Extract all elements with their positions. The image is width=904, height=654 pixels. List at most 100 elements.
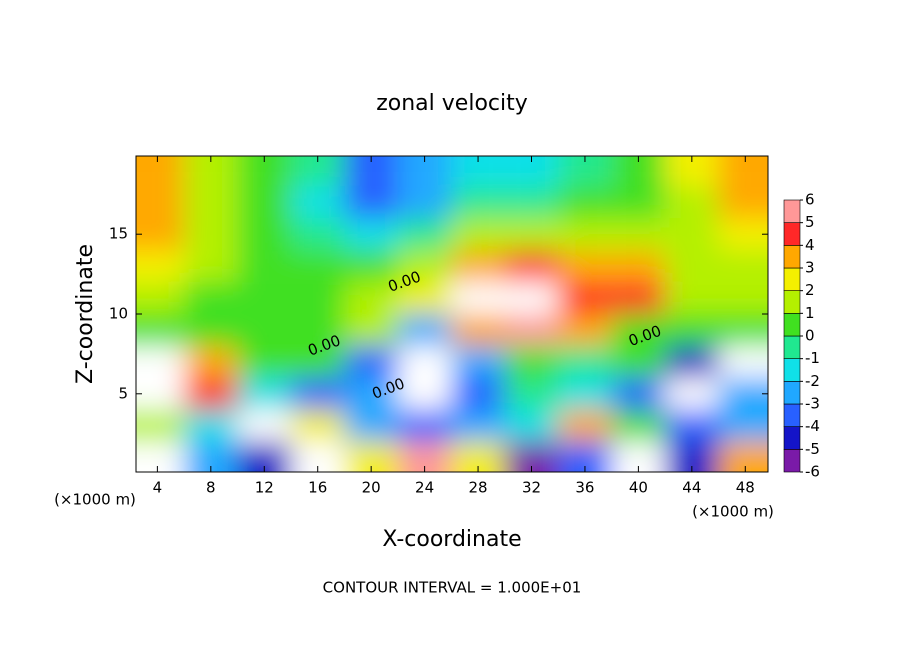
field-cell [611, 409, 666, 442]
field-cell [237, 282, 291, 314]
field-cell [136, 186, 185, 219]
x-tick-label: 4 [153, 479, 163, 497]
colorbar-label: -5 [805, 440, 820, 458]
field-cell [290, 345, 345, 378]
colorbar-bin [783, 290, 801, 314]
field-cell [718, 409, 768, 442]
field-cell [237, 345, 291, 378]
y-tick-label: 10 [109, 305, 128, 323]
field-cell [290, 377, 345, 410]
field-cell [136, 314, 185, 346]
colorbar-bin [783, 403, 801, 427]
field-cell [665, 250, 719, 283]
field-cell [344, 377, 398, 410]
field-cell [237, 156, 291, 187]
colorbar-label: -1 [805, 349, 820, 367]
y-axis-title: Z-coordinate [73, 244, 98, 384]
field-cell [136, 156, 185, 187]
field-cell [451, 250, 505, 283]
y-tick-label: 15 [109, 225, 128, 243]
field-cell [397, 218, 452, 251]
colorbar-label: 6 [805, 191, 815, 209]
field-cell [558, 282, 612, 314]
field-cell [397, 314, 452, 346]
field-cell [397, 250, 452, 283]
field-cell [718, 377, 768, 410]
x-tick-label: 28 [469, 479, 488, 497]
field-cell [397, 377, 452, 410]
colorbar-bin [783, 449, 801, 473]
field-cell [451, 345, 505, 378]
field-cell [184, 282, 238, 314]
field-cell [344, 282, 398, 314]
field-cell [184, 218, 238, 251]
footer: CONTOUR INTERVAL = 1.000E+01 [323, 579, 582, 597]
field-cell [237, 377, 291, 410]
field-cell [718, 345, 768, 378]
field-cell [451, 282, 505, 314]
field-cell [290, 156, 345, 187]
field-cell [451, 186, 505, 219]
field-cell [504, 409, 559, 442]
colorbar-bin [783, 222, 801, 246]
field-cell [290, 218, 345, 251]
field-cell [136, 218, 185, 251]
x-tick-label: 48 [736, 479, 755, 497]
field-cell [718, 314, 768, 346]
field-cell [184, 409, 238, 442]
field-cell [290, 282, 345, 314]
field-cell [718, 250, 768, 283]
field-cell [344, 186, 398, 219]
colorbar-bin [783, 426, 801, 450]
field-cell [451, 409, 505, 442]
field-cell [237, 250, 291, 283]
field-cell [451, 218, 505, 251]
field-cell [136, 409, 185, 442]
field-cell [184, 345, 238, 378]
field-cell [611, 314, 666, 346]
x-unit: (×1000 m) [54, 491, 136, 509]
colorbar-label: 2 [805, 281, 815, 299]
colorbar-label: 5 [805, 213, 815, 231]
field-cell [184, 314, 238, 346]
field-cell [611, 377, 666, 410]
field-cell [558, 377, 612, 410]
field-cell [558, 345, 612, 378]
x-tick-label: 20 [362, 479, 381, 497]
colorbar-bin [783, 335, 801, 359]
field-cell [558, 314, 612, 346]
field-cell [558, 186, 612, 219]
field-cell [184, 156, 238, 187]
field-cell [718, 156, 768, 187]
field-cell [718, 218, 768, 251]
field-cell [665, 282, 719, 314]
colorbar-label: 1 [805, 304, 815, 322]
field-cell [665, 218, 719, 251]
field-cell [611, 282, 666, 314]
x-tick-label: 36 [575, 479, 594, 497]
field-cell [718, 186, 768, 219]
field-cell [665, 156, 719, 187]
field-cell [504, 314, 559, 346]
x-tick-label: 16 [308, 479, 327, 497]
field-cell [397, 409, 452, 442]
field-cell [504, 218, 559, 251]
colorbar-label: 3 [805, 259, 815, 277]
colorbar-bin [783, 313, 801, 337]
field-cell [184, 186, 238, 219]
field-cell [504, 186, 559, 219]
field-cell [611, 345, 666, 378]
field-cell [451, 314, 505, 346]
x-axis-title: X-coordinate [382, 527, 521, 552]
field-cell [344, 218, 398, 251]
field-cell [397, 282, 452, 314]
field-cell [344, 409, 398, 442]
field-cell [611, 186, 666, 219]
colorbar-bin [783, 199, 801, 223]
field-cell [290, 409, 345, 442]
field-cell [718, 441, 768, 472]
colorbar-bin [783, 267, 801, 291]
field-cell [237, 409, 291, 442]
field-cell [558, 250, 612, 283]
